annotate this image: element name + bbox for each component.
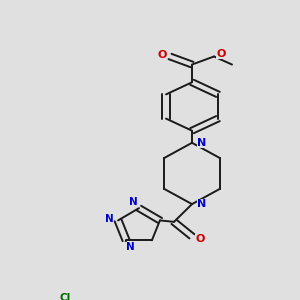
- Text: Cl: Cl: [59, 292, 70, 300]
- Text: N: N: [197, 199, 207, 209]
- Text: N: N: [126, 242, 134, 252]
- Text: N: N: [105, 214, 113, 224]
- Text: O: O: [216, 49, 226, 59]
- Text: N: N: [197, 138, 207, 148]
- Text: O: O: [157, 50, 167, 60]
- Text: O: O: [195, 234, 205, 244]
- Text: N: N: [129, 197, 137, 207]
